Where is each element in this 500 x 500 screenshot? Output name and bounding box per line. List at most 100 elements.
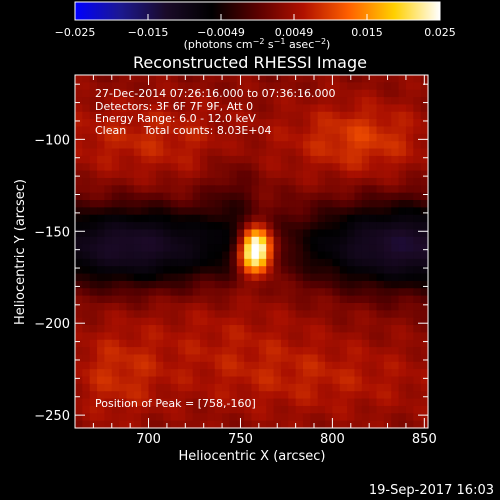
heatmap-cell <box>163 244 172 253</box>
heatmap-cell <box>192 273 201 282</box>
heatmap-cell <box>244 163 253 172</box>
heatmap-cell <box>82 376 91 385</box>
heatmap-cell <box>258 133 267 142</box>
heatmap-cell <box>266 369 275 378</box>
heatmap-cell <box>398 119 407 128</box>
heatmap-cell <box>222 310 231 319</box>
heatmap-cell <box>229 170 238 179</box>
heatmap-cell <box>266 236 275 245</box>
heatmap-cell <box>339 170 348 179</box>
heatmap-cell <box>325 361 333 370</box>
heatmap-cell <box>273 332 282 341</box>
heatmap-cell <box>288 310 297 319</box>
heatmap-cell <box>163 369 172 378</box>
heatmap-cell <box>288 280 297 289</box>
heatmap-cell <box>273 236 282 245</box>
heatmap-cell <box>229 214 238 223</box>
heatmap-cell <box>332 148 341 157</box>
heatmap-cell <box>104 133 113 142</box>
heatmap-cell <box>339 177 348 186</box>
heatmap-cell <box>177 413 186 422</box>
heatmap-cell <box>192 332 201 341</box>
heatmap-cell <box>405 192 414 201</box>
x-axis-label: Heliocentric X (arcsec) <box>179 449 326 464</box>
heatmap-cell <box>236 317 245 326</box>
heatmap-cell <box>405 126 414 135</box>
heatmap-cell <box>104 325 113 333</box>
heatmap-cell <box>163 170 172 179</box>
heatmap-cell <box>258 229 267 238</box>
heatmap-cell <box>273 354 282 363</box>
heatmap-cell <box>119 420 128 429</box>
heatmap-cell <box>398 163 407 172</box>
heatmap-cell <box>148 133 157 142</box>
heatmap-cell <box>251 155 260 164</box>
heatmap-cell <box>75 126 83 135</box>
heatmap-cell <box>383 185 392 194</box>
heatmap-cell <box>229 280 238 289</box>
heatmap-cell <box>310 251 319 260</box>
heatmap-cell <box>266 258 275 267</box>
heatmap-cell <box>413 82 422 91</box>
heatmap-cell <box>170 214 179 223</box>
heatmap-cell <box>325 369 333 378</box>
heatmap-cell <box>200 222 208 231</box>
heatmap-cell <box>104 391 113 400</box>
heatmap-cell <box>361 163 370 172</box>
heatmap-cell <box>141 170 150 179</box>
heatmap-cell <box>339 302 348 311</box>
heatmap-cell <box>376 200 385 208</box>
heatmap-cell <box>266 244 275 253</box>
heatmap-cell <box>104 104 113 113</box>
heatmap-cell <box>339 295 348 304</box>
heatmap-cell <box>280 111 289 120</box>
heatmap-cell <box>273 214 282 223</box>
heatmap-cell <box>200 354 208 363</box>
heatmap-cell <box>405 214 414 223</box>
heatmap-cell <box>288 405 297 414</box>
heatmap-cell <box>332 82 341 91</box>
heatmap-cell <box>413 258 422 267</box>
heatmap-cell <box>317 376 326 385</box>
heatmap-cell <box>251 170 260 179</box>
heatmap-cell <box>383 295 392 304</box>
heatmap-cell <box>229 295 238 304</box>
heatmap-cell <box>236 332 245 341</box>
heatmap-cell <box>273 222 282 231</box>
heatmap-cell <box>420 126 429 135</box>
heatmap-cell <box>133 420 142 429</box>
heatmap-cell <box>222 104 231 113</box>
heatmap-cell <box>126 391 135 400</box>
heatmap-cell <box>295 405 304 414</box>
heatmap-cell <box>111 200 120 208</box>
heatmap-cell <box>207 266 216 275</box>
heatmap-cell <box>119 302 128 311</box>
heatmap-cell <box>141 420 150 429</box>
heatmap-cell <box>126 376 135 385</box>
heatmap-cell <box>236 273 245 282</box>
heatmap-cell <box>280 251 289 260</box>
heatmap-cell <box>376 391 385 400</box>
heatmap-cell <box>347 155 356 164</box>
heatmap-cell <box>163 141 172 150</box>
heatmap-cell <box>222 200 231 208</box>
heatmap-cell <box>251 391 260 400</box>
heatmap-cell <box>170 185 179 194</box>
heatmap-cell <box>266 222 275 231</box>
heatmap-cell <box>361 214 370 223</box>
heatmap-cell <box>141 405 150 414</box>
heatmap-cell <box>288 170 297 179</box>
heatmap-cell <box>258 200 267 208</box>
heatmap-cell <box>405 376 414 385</box>
heatmap-cell <box>200 413 208 422</box>
heatmap-cell <box>97 200 106 208</box>
heatmap-cell <box>369 119 378 128</box>
heatmap-cell <box>288 207 297 216</box>
heatmap-cell <box>258 383 267 392</box>
heatmap-cell <box>258 398 267 407</box>
heatmap-cell <box>89 163 98 172</box>
heatmap-cell <box>207 119 216 128</box>
heatmap-cell <box>310 82 319 91</box>
heatmap-cell <box>391 207 400 216</box>
heatmap-cell <box>82 258 91 267</box>
